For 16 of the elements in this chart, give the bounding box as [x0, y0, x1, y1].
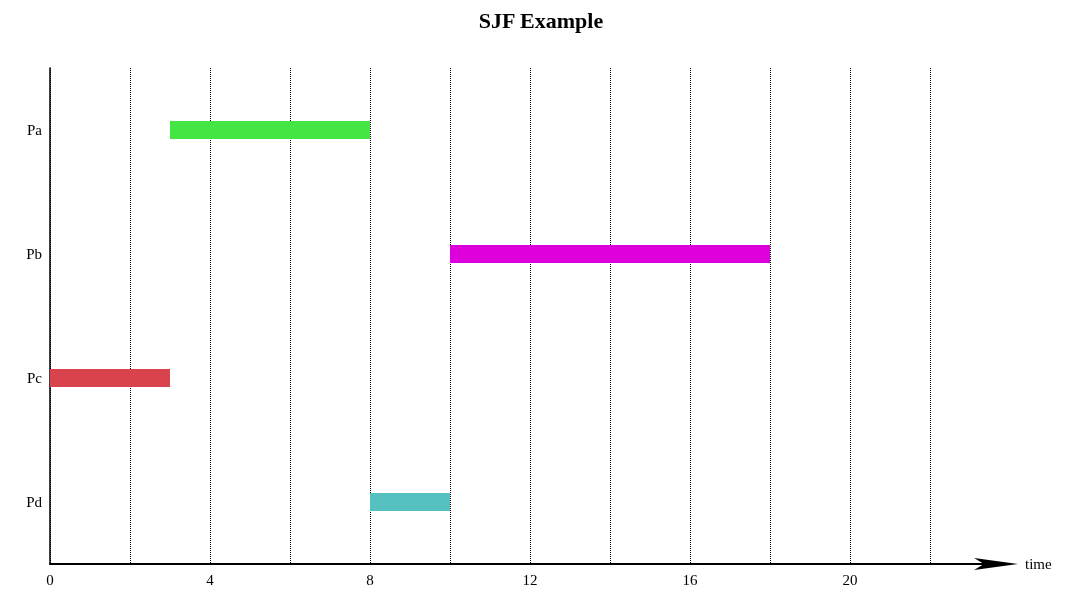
y-tick-label: Pb: [26, 246, 42, 262]
x-tick-label: 0: [46, 571, 54, 588]
bar: [170, 121, 370, 139]
y-tick-label: Pa: [27, 122, 43, 138]
x-tick-label: 8: [366, 571, 374, 588]
x-tick-label: 20: [842, 571, 858, 588]
x-tick-label: 4: [206, 571, 215, 588]
x-axis-title: time: [1025, 556, 1052, 572]
x-tick-label: 12: [522, 571, 538, 588]
bar: [370, 493, 450, 511]
bar: [450, 245, 770, 263]
x-tick-label: 16: [682, 571, 698, 588]
chart-title: SJF Example: [478, 7, 604, 33]
bar: [50, 369, 170, 387]
y-tick-label: Pd: [26, 494, 43, 510]
y-tick-label: Pc: [27, 370, 43, 386]
